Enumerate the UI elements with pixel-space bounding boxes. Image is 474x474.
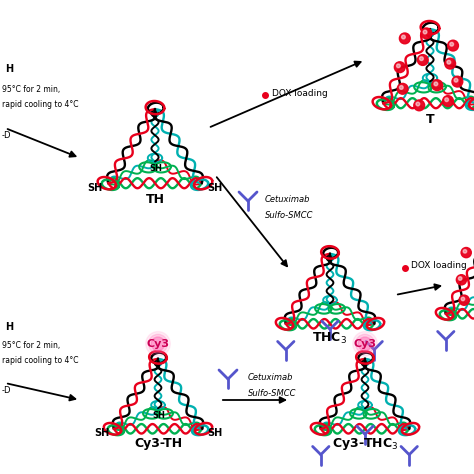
Text: rapid cooling to 4°C: rapid cooling to 4°C: [2, 356, 79, 365]
Circle shape: [400, 86, 403, 89]
Text: Cy3-THC$_3$: Cy3-THC$_3$: [332, 436, 398, 452]
Circle shape: [418, 55, 428, 65]
Circle shape: [414, 100, 425, 111]
Circle shape: [445, 58, 456, 69]
Circle shape: [423, 30, 427, 34]
Circle shape: [148, 334, 167, 353]
Circle shape: [445, 98, 448, 101]
Circle shape: [432, 80, 443, 91]
Circle shape: [447, 60, 451, 64]
Text: SH: SH: [88, 182, 103, 192]
Text: SH: SH: [149, 164, 162, 173]
Circle shape: [416, 102, 420, 106]
Text: -D: -D: [2, 386, 11, 395]
Circle shape: [456, 275, 466, 285]
Text: -D: -D: [2, 131, 11, 140]
Text: SH: SH: [207, 182, 222, 192]
Circle shape: [146, 331, 170, 356]
Text: Cy3: Cy3: [146, 339, 170, 349]
Circle shape: [461, 297, 465, 301]
Text: DOX loading: DOX loading: [272, 89, 328, 98]
Text: T: T: [426, 112, 434, 126]
Text: Cy3: Cy3: [354, 339, 376, 349]
Circle shape: [358, 337, 372, 351]
Circle shape: [356, 334, 374, 353]
Circle shape: [397, 64, 401, 68]
Text: rapid cooling to 4°C: rapid cooling to 4°C: [2, 100, 79, 109]
Circle shape: [400, 33, 410, 44]
Circle shape: [394, 62, 405, 73]
Text: Cetuximab: Cetuximab: [248, 374, 293, 383]
Text: TH: TH: [146, 192, 164, 206]
Text: H: H: [5, 64, 13, 74]
Text: Sulfo-SMCC: Sulfo-SMCC: [265, 210, 313, 219]
Circle shape: [458, 277, 462, 280]
Circle shape: [434, 82, 438, 86]
Circle shape: [450, 42, 454, 46]
Text: DOX loading: DOX loading: [411, 262, 467, 271]
Text: Cy3-TH: Cy3-TH: [134, 437, 182, 450]
Text: SH: SH: [94, 428, 109, 438]
Circle shape: [397, 83, 408, 94]
Text: SH: SH: [152, 410, 165, 419]
Circle shape: [447, 40, 458, 51]
Text: 95°C for 2 min,: 95°C for 2 min,: [2, 85, 60, 94]
Text: 95°C for 2 min,: 95°C for 2 min,: [2, 341, 60, 350]
Circle shape: [419, 57, 423, 61]
Circle shape: [151, 337, 165, 351]
Text: Cetuximab: Cetuximab: [265, 195, 310, 204]
Text: Sulfo-SMCC: Sulfo-SMCC: [248, 389, 297, 398]
Circle shape: [454, 78, 458, 82]
Circle shape: [463, 249, 467, 253]
Text: THC$_3$: THC$_3$: [312, 331, 347, 346]
Circle shape: [459, 295, 469, 305]
Circle shape: [461, 247, 471, 258]
Text: SH: SH: [207, 428, 222, 438]
Circle shape: [353, 331, 377, 356]
Circle shape: [421, 28, 432, 39]
Circle shape: [443, 96, 454, 107]
Circle shape: [401, 35, 405, 39]
Circle shape: [452, 76, 463, 87]
Text: H: H: [5, 322, 13, 332]
